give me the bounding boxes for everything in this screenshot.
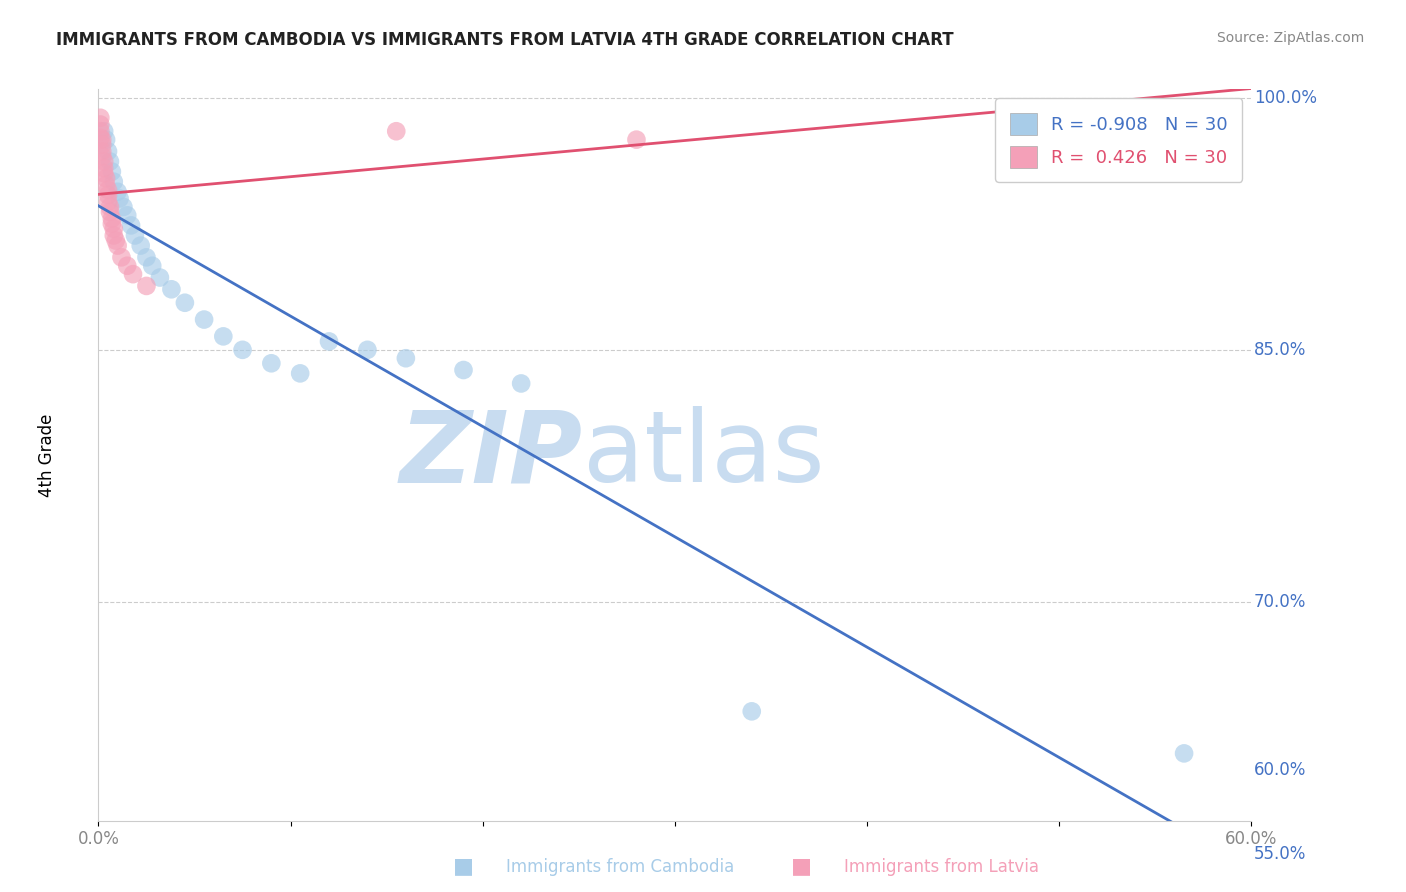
Text: Immigrants from Latvia: Immigrants from Latvia (844, 858, 1039, 876)
Point (290, 367, 312, 381)
Point (135, 279, 157, 293)
Point (741, 704, 763, 718)
Point (89, 118, 111, 132)
Point (260, 356, 283, 370)
Point (89, 111, 111, 125)
Text: IMMIGRANTS FROM CAMBODIA VS IMMIGRANTS FROM LATVIA 4TH GRADE CORRELATION CHART: IMMIGRANTS FROM CAMBODIA VS IMMIGRANTS F… (56, 31, 953, 49)
Point (97, 145, 120, 159)
Point (107, 185, 129, 199)
Point (395, 351, 418, 366)
Text: ■: ■ (454, 856, 474, 876)
Point (510, 376, 533, 391)
Point (97, 188, 120, 202)
Point (89, 124, 111, 138)
Point (101, 164, 124, 178)
Point (160, 282, 183, 296)
Point (93, 161, 115, 176)
Point (103, 221, 125, 235)
Point (117, 259, 138, 273)
Point (356, 343, 378, 357)
Point (103, 175, 125, 189)
Point (112, 200, 135, 214)
Point (94, 133, 117, 147)
Point (124, 228, 146, 243)
Point (626, 133, 648, 147)
Point (101, 211, 124, 226)
Point (97, 194, 120, 209)
Text: Immigrants from Cambodia: Immigrants from Cambodia (506, 858, 734, 876)
Point (89, 131, 111, 145)
Point (91, 137, 114, 152)
Point (193, 312, 215, 326)
Point (97, 183, 120, 197)
Text: 60.0%: 60.0% (1254, 761, 1306, 780)
Text: 85.0%: 85.0% (1254, 341, 1306, 359)
Text: 55.0%: 55.0% (1254, 846, 1306, 863)
Point (91, 145, 114, 159)
Point (91, 149, 114, 163)
Text: atlas: atlas (582, 407, 824, 503)
Text: 70.0%: 70.0% (1254, 593, 1306, 611)
Point (174, 295, 197, 310)
Legend: R = -0.908   N = 30, R =  0.426   N = 30: R = -0.908 N = 30, R = 0.426 N = 30 (995, 98, 1243, 182)
Point (104, 234, 127, 248)
Point (231, 343, 254, 357)
Point (103, 228, 125, 243)
Point (110, 251, 132, 265)
Point (107, 238, 129, 252)
Point (212, 329, 235, 343)
Point (93, 124, 115, 138)
Text: ■: ■ (792, 856, 811, 876)
Point (453, 363, 475, 377)
Point (98, 205, 121, 219)
Point (129, 238, 152, 252)
Point (385, 124, 408, 138)
Point (94, 171, 117, 186)
Point (94, 178, 117, 192)
Text: ZIP: ZIP (399, 407, 582, 503)
Point (98, 154, 121, 169)
Point (122, 267, 145, 281)
Point (318, 334, 340, 349)
Point (141, 259, 163, 273)
Point (117, 208, 138, 222)
Point (93, 154, 115, 169)
Point (101, 217, 124, 231)
Text: Source: ZipAtlas.com: Source: ZipAtlas.com (1216, 31, 1364, 45)
Point (1173, 747, 1195, 761)
Point (91, 133, 114, 147)
Point (135, 251, 157, 265)
Point (108, 192, 131, 206)
Point (120, 219, 142, 233)
Point (93, 166, 115, 180)
Point (98, 200, 121, 214)
Point (149, 270, 172, 285)
Text: 4th Grade: 4th Grade (38, 413, 56, 497)
Text: 100.0%: 100.0% (1254, 88, 1316, 107)
